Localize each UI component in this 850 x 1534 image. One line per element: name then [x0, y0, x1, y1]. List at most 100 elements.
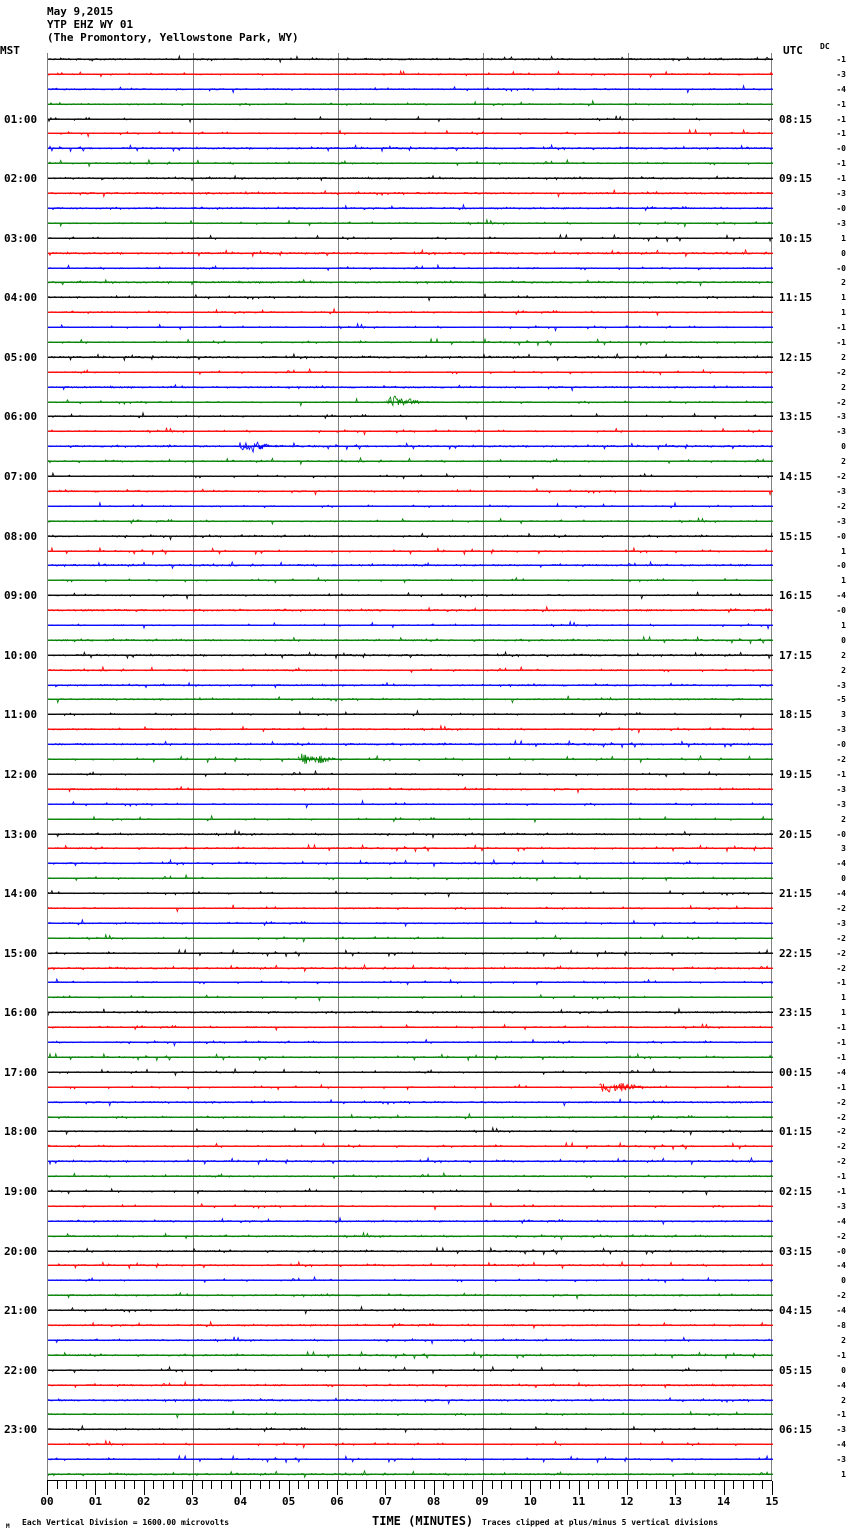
dc-value: 2: [841, 665, 846, 675]
seismogram-trace: [48, 248, 773, 258]
dc-value: -2: [836, 1112, 846, 1122]
dc-value: -1: [836, 1023, 846, 1033]
seismogram-trace: [48, 233, 773, 243]
seismogram-plot: [47, 53, 773, 1480]
mst-hour-label: 02:00: [4, 172, 38, 186]
seismogram-trace: [48, 605, 773, 614]
x-major-tick: [47, 1481, 48, 1495]
seismogram-trace: [48, 500, 773, 509]
x-minor-tick: [211, 1481, 212, 1489]
x-minor-tick: [298, 1481, 299, 1489]
x-tick-label: 08: [427, 1495, 441, 1508]
utc-hour-label: 23:15: [779, 1006, 813, 1020]
mst-hour-label: 22:00: [4, 1363, 38, 1377]
seismogram-trace: [48, 487, 773, 496]
x-major-tick: [289, 1481, 290, 1495]
seismogram-trace: [48, 828, 773, 839]
x-major-tick: [95, 1481, 96, 1495]
x-minor-tick: [501, 1481, 502, 1489]
seismogram-trace: [48, 1336, 773, 1345]
seismogram-trace: [48, 904, 773, 913]
utc-hour-label: 05:15: [779, 1363, 813, 1377]
dc-value: -3: [836, 69, 846, 79]
dc-value: -0: [836, 829, 846, 839]
seismogram-trace: [48, 1439, 773, 1450]
x-tick-label: 04: [233, 1495, 247, 1508]
mst-hour-label: 16:00: [4, 1006, 38, 1020]
mst-hour-label: 15:00: [4, 946, 38, 960]
seismogram-trace: [48, 1111, 773, 1120]
seismogram-trace: [48, 858, 773, 868]
x-minor-tick: [666, 1481, 667, 1489]
scale-note: Each Vertical Division = 1600.00 microvo…: [22, 1518, 230, 1527]
seismogram-trace: [48, 383, 773, 392]
dc-value: -3: [836, 516, 846, 526]
dc-value: -1: [836, 1172, 846, 1182]
seismogram-trace: [48, 709, 773, 719]
x-minor-tick: [588, 1481, 589, 1489]
seismogram-trace: [48, 576, 773, 584]
utc-hour-label: 12:15: [779, 350, 813, 364]
dc-value: 0: [841, 442, 846, 452]
x-tick-label: 01: [88, 1495, 102, 1508]
mst-hour-label: 17:00: [4, 1065, 38, 1079]
dc-value: -1: [836, 769, 846, 779]
dc-value: -3: [836, 725, 846, 735]
dc-value: -1: [836, 114, 846, 124]
seismogram-trace: [48, 1082, 773, 1093]
seismogram-trace: [48, 278, 773, 288]
dc-value: -2: [836, 1291, 846, 1301]
seismogram-trace: [48, 471, 773, 480]
seismogram-trace: [48, 1261, 773, 1271]
seismogram-trace: [48, 978, 773, 987]
seismogram-trace: [48, 932, 773, 943]
dc-value: 0: [841, 1276, 846, 1286]
x-axis-ticks: [47, 1481, 773, 1495]
seismogram-trace: [48, 1380, 773, 1389]
utc-hour-label: 01:15: [779, 1125, 813, 1139]
dc-value: -2: [836, 1142, 846, 1152]
x-minor-tick: [376, 1481, 377, 1489]
dc-value: -0: [836, 263, 846, 273]
dc-value: 1: [841, 546, 846, 556]
seismogram-trace: [48, 203, 773, 212]
dc-value: -1: [836, 99, 846, 109]
mst-hour-label: 12:00: [4, 767, 38, 781]
seismogram-trace: [48, 1230, 773, 1241]
clip-note: Traces clipped at plus/minus 5 vertical …: [482, 1518, 719, 1527]
utc-hour-label: 03:15: [779, 1244, 813, 1258]
seismogram-trace: [48, 69, 773, 79]
seismogram-trace: [48, 635, 773, 645]
x-minor-tick: [134, 1481, 135, 1489]
dc-value: -2: [836, 948, 846, 958]
x-minor-tick: [617, 1481, 618, 1489]
corner-mark: M: [6, 1523, 10, 1530]
x-tick-label: 09: [475, 1495, 489, 1508]
x-major-tick: [192, 1481, 193, 1495]
seismogram-trace: [48, 1098, 773, 1107]
dc-value: -1: [836, 174, 846, 184]
x-major-tick: [385, 1481, 386, 1495]
dc-value: -3: [836, 427, 846, 437]
seismogram-trace: [48, 546, 773, 556]
dc-value: 3: [841, 710, 846, 720]
x-minor-tick: [86, 1481, 87, 1489]
seismogram-trace: [48, 591, 773, 601]
utc-hour-label: 06:15: [779, 1423, 813, 1437]
dc-value: -2: [836, 367, 846, 377]
utc-hour-label: 00:15: [779, 1065, 813, 1079]
dc-value: -3: [836, 918, 846, 928]
seismogram-trace: [48, 650, 773, 660]
x-minor-tick: [695, 1481, 696, 1489]
dc-value: -4: [836, 84, 846, 94]
dc-value: -4: [836, 1261, 846, 1271]
header-date: May 9,2015: [47, 5, 114, 18]
x-minor-tick: [569, 1481, 570, 1489]
mst-axis-label: MST: [0, 44, 20, 57]
dc-value: -0: [836, 1246, 846, 1256]
dc-value: -1: [836, 159, 846, 169]
seismogram-trace: [48, 293, 773, 303]
seismogram-trace: [48, 189, 773, 199]
dc-value: -2: [836, 1097, 846, 1107]
x-minor-tick: [308, 1481, 309, 1489]
